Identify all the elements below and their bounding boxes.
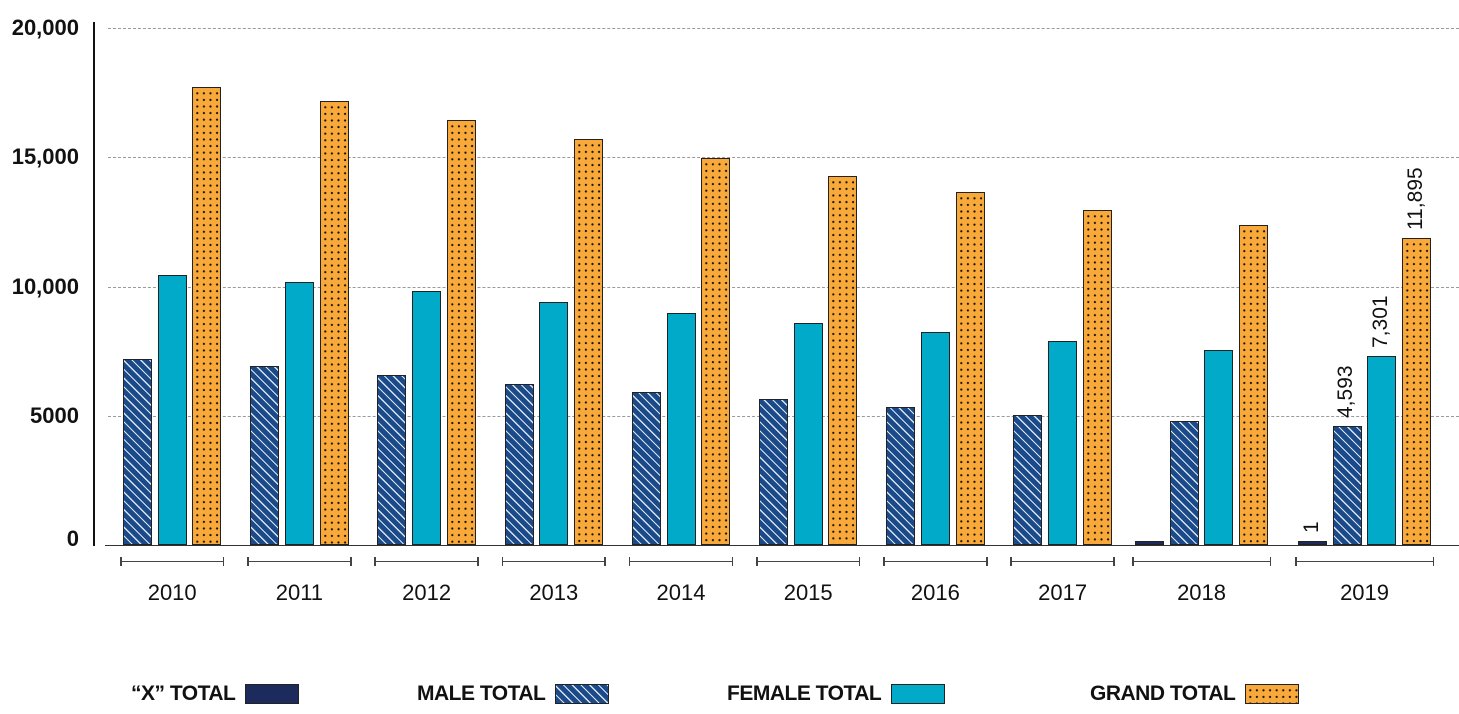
- bar-grand-2019: [1402, 237, 1432, 545]
- x-category-bracket: [883, 557, 988, 566]
- x-category-bracket: [119, 557, 225, 566]
- bar-female-2014: [666, 312, 696, 545]
- bar-female-2017: [1048, 341, 1078, 545]
- bar-male-2018: [1169, 420, 1199, 545]
- bar-grand-2014: [701, 158, 731, 545]
- legend-label: MALE TOTAL: [417, 682, 546, 705]
- y-tick-label: 10,000: [11, 273, 79, 299]
- x-category-bracket: [1294, 557, 1435, 566]
- bar-female-2012: [412, 290, 442, 545]
- x-category-bracket: [755, 557, 861, 566]
- bar-male-2012: [377, 374, 407, 545]
- bar-female-2019: [1367, 356, 1397, 545]
- x-tick-label: 2016: [910, 580, 960, 605]
- legend-item-male-total: MALE TOTAL: [417, 681, 610, 707]
- bar-x-2018: [1135, 541, 1164, 545]
- bar-male-2013: [504, 383, 534, 545]
- bar-female-2015: [793, 322, 823, 545]
- x-category-bracket: [628, 557, 734, 566]
- data-label: 4,593: [1334, 365, 1358, 419]
- bar-male-2011: [250, 366, 280, 545]
- y-tick-label: 5000: [30, 402, 79, 428]
- bar-male-2014: [631, 391, 661, 545]
- bar-x-2019: [1298, 541, 1327, 545]
- x-tick-label: 2015: [783, 580, 833, 605]
- x-axis-line: [105, 545, 1459, 546]
- x-tick-label: 2010: [147, 580, 197, 605]
- bar-grand-2018: [1239, 224, 1269, 545]
- bar-male-2010: [123, 358, 152, 545]
- x-tick-label: 2018: [1177, 580, 1227, 605]
- y-tick-label: 0: [66, 526, 79, 551]
- legend-item-grand-total: GRAND TOTAL: [1090, 681, 1300, 707]
- y-axis-line: [93, 22, 95, 546]
- data-label: 7,301: [1368, 295, 1392, 349]
- x-tick-label: 2012: [402, 580, 452, 605]
- y-tick-label: 20,000: [11, 15, 79, 40]
- bar-female-2016: [920, 331, 950, 545]
- bar-female-2018: [1204, 350, 1234, 545]
- legend-swatch-male-total: [555, 684, 610, 704]
- bar-female-2013: [539, 302, 569, 545]
- x-category-bracket: [1010, 557, 1116, 566]
- bar-grand-2017: [1082, 209, 1112, 545]
- bar-grand-2015: [828, 176, 858, 545]
- x-category-bracket: [247, 557, 352, 566]
- gridline: [108, 28, 1459, 29]
- bar-male-2019: [1332, 426, 1362, 545]
- bar-male-2017: [1013, 414, 1043, 545]
- legend-label: GRAND TOTAL: [1090, 682, 1236, 705]
- bar-grand-2013: [574, 139, 603, 545]
- x-category-bracket: [374, 557, 480, 566]
- bar-male-2016: [886, 406, 916, 545]
- bar-grand-2011: [319, 100, 349, 545]
- gridline: [108, 157, 1459, 159]
- legend-swatch-x-total: [245, 684, 300, 704]
- x-tick-label: 2011: [275, 580, 324, 605]
- bar-grand-2012: [446, 120, 476, 545]
- legend-swatch-female-total: [891, 684, 946, 704]
- gridline: [108, 286, 1459, 288]
- x-category-bracket: [501, 557, 607, 566]
- bar-male-2015: [759, 398, 788, 545]
- legend-item-x-total: “X” TOTAL: [131, 681, 300, 707]
- legend-swatch-grand-total: [1245, 684, 1300, 704]
- legend-item-female-total: FEMALE TOTAL: [727, 681, 946, 707]
- y-tick-label: 15,000: [11, 144, 79, 170]
- bar-grand-2010: [192, 86, 222, 545]
- data-label: 1: [1299, 521, 1323, 533]
- legend-label: FEMALE TOTAL: [727, 682, 882, 705]
- bar-female-2010: [157, 275, 187, 545]
- bar-grand-2016: [955, 192, 985, 545]
- x-tick-label: 2019: [1340, 580, 1390, 605]
- x-tick-label: 2013: [529, 580, 579, 605]
- x-tick-label: 2014: [656, 580, 706, 605]
- x-category-bracket: [1131, 557, 1272, 566]
- legend-label: “X” TOTAL: [131, 682, 236, 705]
- x-tick-label: 2017: [1038, 580, 1088, 605]
- data-label: 11,895: [1403, 166, 1427, 230]
- bar-female-2011: [284, 282, 314, 545]
